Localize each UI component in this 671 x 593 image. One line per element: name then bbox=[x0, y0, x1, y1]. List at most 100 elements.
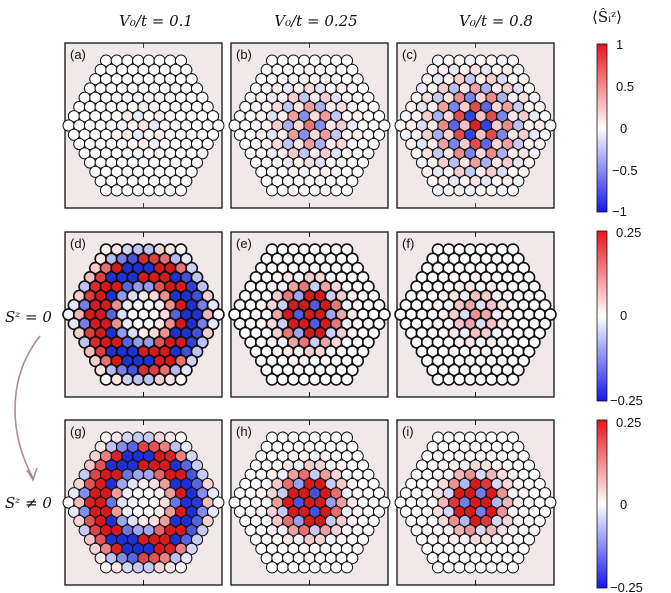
lattice-site bbox=[132, 184, 145, 197]
lattice-site bbox=[346, 63, 359, 77]
lattice-site bbox=[142, 184, 155, 197]
lattice-site bbox=[319, 184, 332, 197]
lattice-site bbox=[329, 372, 343, 386]
panel: (h) bbox=[228, 419, 391, 586]
lattice-site bbox=[345, 252, 359, 266]
lattice-site bbox=[533, 326, 547, 340]
lattice-site bbox=[533, 514, 546, 528]
lattice-site bbox=[463, 372, 477, 386]
lattice-site bbox=[538, 317, 552, 331]
lattice-site bbox=[131, 372, 145, 386]
colorbar-3-tick: 0 bbox=[620, 497, 627, 512]
lattice-site bbox=[346, 175, 359, 188]
lattice-site bbox=[474, 184, 487, 197]
lattice-site bbox=[201, 514, 214, 528]
lattice-site bbox=[362, 147, 375, 160]
lattice-site bbox=[201, 289, 215, 303]
lattice-site bbox=[496, 561, 509, 574]
lattice-site bbox=[206, 110, 220, 123]
lattice-site bbox=[372, 487, 386, 500]
lattice-site bbox=[362, 524, 375, 537]
lattice-site bbox=[110, 372, 124, 386]
lattice-site bbox=[163, 372, 177, 386]
lattice-site bbox=[174, 184, 188, 197]
lattice-site bbox=[544, 119, 557, 132]
lattice-site bbox=[517, 261, 531, 275]
lattice-site bbox=[185, 450, 198, 463]
lattice-site bbox=[522, 82, 536, 95]
lattice-site bbox=[201, 137, 214, 151]
lattice-site bbox=[442, 184, 455, 197]
lattice-site bbox=[538, 298, 552, 312]
lattice-site bbox=[351, 261, 365, 275]
colorbar-1-tick: −0.5 bbox=[612, 163, 638, 178]
panel: (g) bbox=[62, 419, 225, 586]
lattice-site bbox=[330, 561, 343, 574]
lattice-site bbox=[372, 128, 386, 141]
lattice-site bbox=[265, 184, 279, 197]
lattice-site bbox=[180, 440, 193, 453]
lattice-site bbox=[196, 524, 209, 537]
lattice-site bbox=[538, 128, 552, 141]
lattice-site bbox=[174, 243, 188, 257]
lattice-site bbox=[346, 552, 359, 565]
colorbar-3-tick: −0.25 bbox=[610, 580, 643, 593]
lattice-site bbox=[442, 561, 455, 574]
lattice-site bbox=[195, 280, 209, 294]
lattice-site bbox=[340, 561, 354, 574]
lattice-site bbox=[453, 184, 466, 197]
lattice-site bbox=[185, 261, 199, 275]
panel-label: (a) bbox=[70, 47, 86, 62]
lattice-site bbox=[517, 450, 530, 463]
lattice-site bbox=[361, 335, 375, 349]
lattice-site bbox=[474, 372, 488, 386]
panel-label: (c) bbox=[402, 47, 417, 62]
lattice-site bbox=[464, 561, 477, 574]
panel: (f) bbox=[394, 231, 557, 398]
lattice-site bbox=[142, 561, 155, 574]
lattice-site bbox=[121, 184, 134, 197]
lattice-site bbox=[522, 533, 536, 546]
lattice-site bbox=[287, 372, 300, 386]
panel: (b) bbox=[228, 42, 391, 209]
lattice-site bbox=[367, 289, 381, 303]
lattice-site bbox=[180, 552, 193, 565]
lattice-site bbox=[485, 184, 498, 197]
lattice-site bbox=[99, 184, 113, 197]
lattice-site bbox=[180, 175, 193, 188]
lattice-site bbox=[367, 326, 381, 340]
lattice-site bbox=[132, 561, 145, 574]
lattice-site bbox=[195, 335, 209, 349]
lattice-site bbox=[351, 165, 364, 178]
lattice-site bbox=[346, 440, 359, 453]
lattice-site bbox=[453, 372, 466, 386]
lattice-site bbox=[464, 184, 477, 197]
lattice-site bbox=[512, 63, 525, 77]
panel: (e) bbox=[228, 231, 391, 398]
lattice-site bbox=[544, 496, 557, 509]
colorbar-3-tick: 0.25 bbox=[616, 415, 641, 430]
lattice-site bbox=[179, 252, 193, 266]
lattice-site bbox=[496, 184, 509, 197]
lattice-site bbox=[298, 184, 311, 197]
panel: (a) bbox=[62, 42, 225, 209]
lattice-site bbox=[506, 372, 520, 386]
panel-label: (b) bbox=[236, 47, 252, 62]
lattice-site bbox=[340, 184, 354, 197]
lattice-site bbox=[99, 561, 113, 574]
lattice-site bbox=[517, 354, 531, 368]
lattice-site bbox=[372, 110, 386, 123]
lattice-site bbox=[506, 431, 520, 444]
lattice-site bbox=[153, 561, 166, 574]
lattice-site bbox=[308, 372, 322, 386]
lattice-site bbox=[340, 372, 354, 386]
lattice-site bbox=[190, 533, 204, 546]
lattice-site bbox=[506, 54, 520, 67]
colorbar-title: ⟨Ŝᵢᶻ⟩ bbox=[592, 8, 622, 26]
lattice-site bbox=[185, 165, 198, 178]
lattice-site bbox=[110, 561, 123, 574]
lattice-site bbox=[276, 561, 289, 574]
lattice-site bbox=[356, 459, 370, 472]
lattice-site bbox=[356, 345, 370, 358]
